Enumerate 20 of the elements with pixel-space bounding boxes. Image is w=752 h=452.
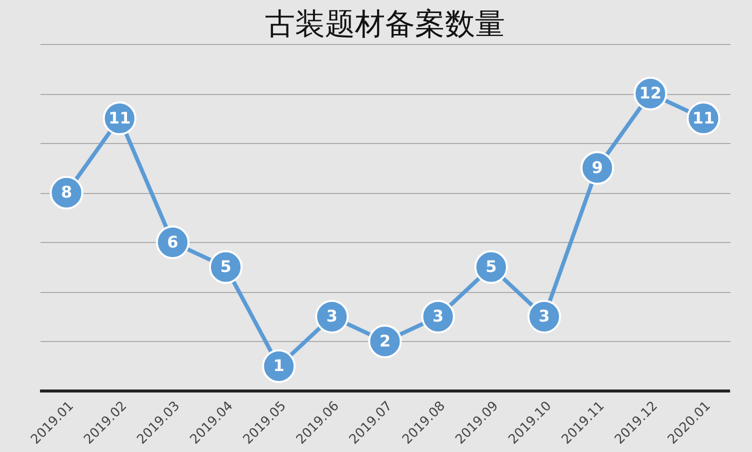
- data-label: 3: [538, 306, 550, 326]
- point: [208, 250, 243, 284]
- point: [421, 300, 455, 334]
- data-label: 5: [486, 257, 497, 276]
- point: [527, 300, 562, 334]
- data-label: 5: [220, 257, 232, 276]
- data-label: 2: [379, 331, 391, 350]
- data-label: 11: [692, 108, 715, 128]
- point: [262, 349, 296, 383]
- data-label: 3: [432, 306, 444, 326]
- data-label: 12: [639, 84, 662, 103]
- data-label: 9: [592, 158, 603, 177]
- data-label: 3: [326, 306, 338, 326]
- data-label: 6: [167, 232, 178, 252]
- data-label: 1: [273, 356, 284, 376]
- point: [368, 324, 402, 358]
- chart-title: 古装题材备案数量: [265, 7, 505, 42]
- point: [315, 300, 349, 334]
- data-label: 8: [60, 182, 72, 202]
- data-label: 11: [108, 108, 131, 128]
